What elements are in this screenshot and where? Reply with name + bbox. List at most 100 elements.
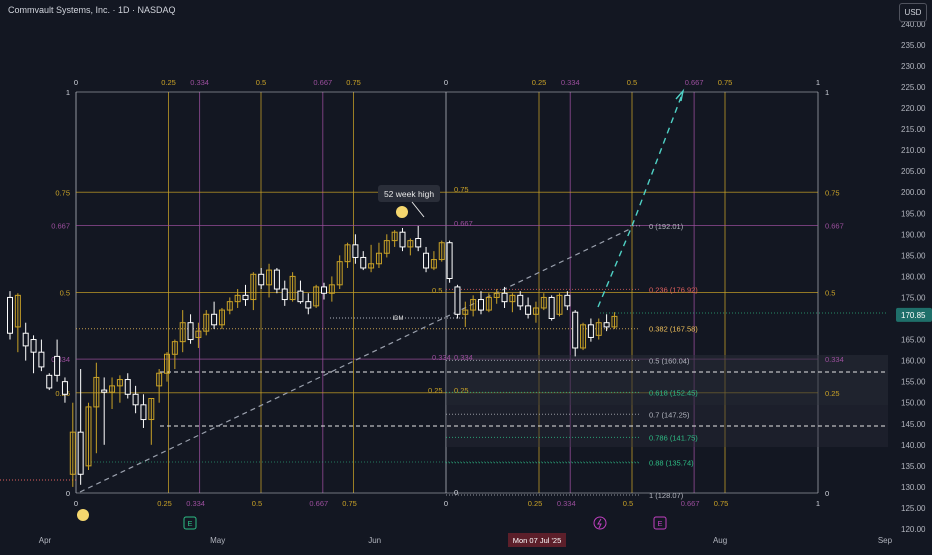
fib-time-label-top: 0.25: [532, 78, 547, 87]
candle-body: [344, 244, 351, 263]
fib-time-label-bottom: 0.75: [342, 499, 357, 508]
candle-body: [611, 315, 618, 328]
y-tick-label: 140.00: [901, 441, 926, 450]
y-tick-label: 185.00: [901, 251, 926, 260]
candle-body: [195, 330, 202, 338]
fib-time-label-bottom: 0.5: [252, 499, 262, 508]
candle-body: [30, 339, 37, 353]
fib-level-label: 0.7 (147.25): [649, 410, 690, 419]
candle-body: [116, 379, 123, 387]
candle-body: [423, 252, 430, 269]
candle-body: [93, 376, 100, 408]
callout-pointer: [411, 201, 425, 218]
candle-body: [493, 292, 500, 298]
fib-time-label-top: 1: [816, 78, 820, 87]
candle-body: [446, 242, 453, 280]
candle-body: [509, 294, 516, 303]
fib-time-label-bottom: 0.75: [714, 499, 729, 508]
x-tick-label: Jun: [368, 536, 381, 545]
y-tick-label: 180.00: [901, 272, 926, 281]
candle-body: [580, 324, 587, 349]
fib-time-label-top: 0.25: [161, 78, 176, 87]
candle-body: [517, 294, 524, 307]
chart-title: Commvault Systems, Inc. · 1D · NASDAQ: [8, 5, 176, 15]
candle-body: [148, 397, 155, 421]
fib-time-label-bottom: 0.5: [623, 499, 633, 508]
y-tick-label: 190.00: [901, 230, 926, 239]
y-tick-label: 215.00: [901, 125, 926, 134]
trend-line: [79, 227, 633, 493]
axes-layer: 120.00 125.00 130.00 135.00 140.00 145.00 150.…: [39, 20, 932, 547]
fib-time-label-top: 0: [74, 78, 78, 87]
candle-body: [485, 296, 492, 311]
fib-time-label-top: 0.667: [685, 78, 704, 87]
candle-body: [336, 261, 343, 286]
y-tick-label: 135.00: [901, 462, 926, 471]
fib-level-label: 0.236 (176.92): [649, 285, 698, 294]
candle-body: [156, 372, 163, 387]
candle-body: [360, 256, 367, 269]
candle-body: [564, 294, 571, 307]
candle-body: [603, 322, 610, 328]
candle-body: [470, 299, 477, 311]
fib-price-label-right: 0.334: [825, 355, 844, 364]
bolt-icon: [597, 518, 602, 529]
low-marker-dot: [77, 509, 89, 521]
candle-body: [430, 259, 437, 269]
candles-layer: [7, 225, 618, 487]
current-price-badge: [896, 307, 932, 322]
fib-level-label: 0.618 (152.45): [649, 388, 698, 397]
candle-body: [375, 252, 382, 265]
fib-time-label-bottom: 0: [74, 499, 78, 508]
fib-price-label-left: 0.334: [51, 355, 70, 364]
y-tick-label: 195.00: [901, 209, 926, 218]
y-tick-label: 120.00: [901, 525, 926, 534]
callout-52-week-high: 52 week high: [384, 189, 434, 199]
fib-time-label-bottom: 0.334: [557, 499, 576, 508]
currency-button[interactable]: USD: [899, 3, 927, 22]
dividend-bolt-icon: [593, 516, 607, 530]
y-tick-label: 175.00: [901, 293, 926, 302]
x-tick-label: Aug: [713, 536, 727, 545]
candle-body: [250, 273, 257, 301]
y-tick-label: 205.00: [901, 167, 926, 176]
candle-body: [478, 299, 484, 311]
y-tick-label: 225.00: [901, 83, 926, 92]
candle-body: [54, 355, 61, 376]
candle-body: [218, 309, 225, 326]
fib-inner-label: 0.25: [428, 386, 443, 395]
candle-body: [77, 431, 84, 475]
candle-body: [462, 309, 469, 315]
fib-time-label-bottom: 0.25: [157, 499, 172, 508]
candle-body: [234, 294, 241, 303]
fib-price-label-left: 1: [66, 88, 70, 97]
candle-body: [69, 431, 76, 475]
y-tick-label: 155.00: [901, 378, 926, 387]
candle-body: [321, 286, 327, 294]
candle-body: [14, 294, 21, 328]
earnings-icon-upcoming: [653, 516, 667, 530]
candle-body: [415, 238, 422, 248]
trend-lines-layer: [79, 88, 685, 493]
candle-body: [368, 263, 375, 269]
candle-body: [501, 292, 508, 303]
fib-price-label-right: 0.25: [825, 389, 840, 398]
candle-body: [226, 301, 233, 311]
candle-body: [266, 269, 273, 286]
candle-body: [109, 385, 116, 393]
candle-body: [101, 389, 108, 393]
candle-body: [540, 296, 547, 309]
candle-body: [297, 290, 304, 303]
candle-body: [61, 381, 68, 395]
fib-level-label: 0.786 (141.75): [649, 433, 698, 442]
fib-time-label-bottom: 1: [816, 499, 820, 508]
candle-body: [305, 301, 312, 309]
fib-price-label-left: 0.667: [51, 222, 70, 231]
projection-arrowhead: [675, 88, 685, 102]
callout-box: [378, 185, 440, 202]
earnings-icon-label: E: [187, 519, 192, 528]
fib-time-label-bottom: 0.334: [186, 499, 205, 508]
